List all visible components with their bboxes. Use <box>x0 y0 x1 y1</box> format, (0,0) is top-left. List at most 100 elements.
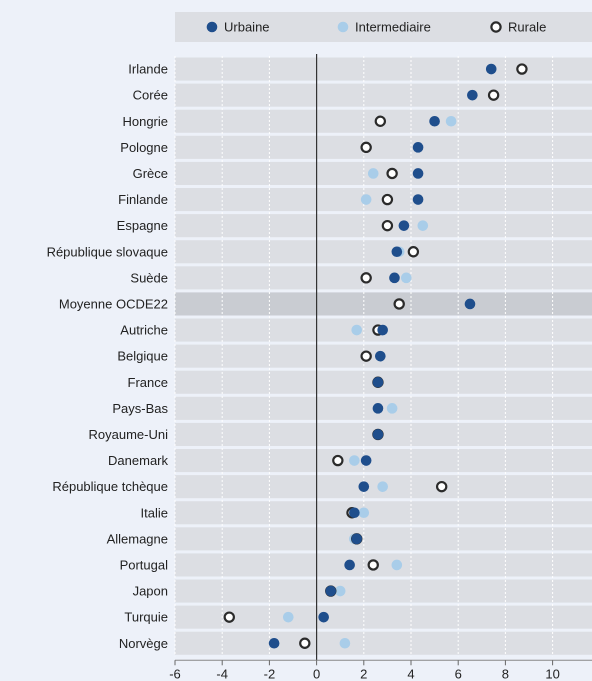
point-intermediaire <box>351 324 363 336</box>
category-labels: Irlande Corée Hongrie Pologne Grèce Finlande E… <box>47 62 169 651</box>
point-rurale <box>360 272 372 284</box>
row-band <box>175 631 592 655</box>
x-tick-label: 0 <box>313 666 320 681</box>
point-intermediaire <box>367 168 379 179</box>
point-urbaine <box>344 559 355 571</box>
category-label: Belgique <box>117 349 168 364</box>
point-rurale <box>374 115 387 127</box>
point-intermediaire <box>417 220 429 231</box>
x-tick-label: 4 <box>407 666 414 681</box>
point-rurale <box>381 219 394 232</box>
row-band <box>175 396 592 420</box>
point-rurale <box>223 611 235 623</box>
row-band <box>175 240 592 264</box>
category-label: Italie <box>141 505 168 520</box>
category-label: Pays-Bas <box>112 401 168 416</box>
point-urbaine <box>325 585 337 597</box>
legend-label-rurale: Rurale <box>508 20 546 35</box>
category-label: Espagne <box>117 218 168 233</box>
point-intermediaire <box>360 194 372 205</box>
row-band <box>175 527 592 551</box>
point-intermediaire <box>339 637 351 649</box>
row-band <box>175 553 592 577</box>
point-urbaine <box>375 350 386 362</box>
category-label: Corée <box>133 88 168 103</box>
category-label: Royaume-Uni <box>89 427 169 442</box>
point-urbaine <box>372 429 384 440</box>
category-label: Hongrie <box>122 114 168 129</box>
row-band <box>175 135 592 159</box>
legend: Urbaine Intermediaire Rurale <box>175 12 592 42</box>
legend-box <box>175 12 592 42</box>
plot-area <box>175 57 592 655</box>
category-label: République tchèque <box>52 479 168 494</box>
point-urbaine <box>349 507 360 519</box>
point-rurale <box>516 63 528 75</box>
legend-label-intermediaire: Intermediaire <box>355 20 431 35</box>
category-label: Japon <box>133 584 168 599</box>
x-tick-label: -4 <box>216 666 228 681</box>
point-urbaine <box>412 168 424 179</box>
point-intermediaire <box>391 559 403 571</box>
point-rurale <box>407 246 420 258</box>
point-rurale <box>435 480 448 493</box>
point-rurale <box>360 350 372 362</box>
point-urbaine <box>412 142 424 153</box>
x-tick-label: -6 <box>169 666 181 681</box>
category-label: Autriche <box>120 323 168 338</box>
legend-label-urbaine: Urbaine <box>224 20 270 35</box>
point-intermediaire <box>400 272 412 284</box>
category-label: Suède <box>130 270 168 285</box>
point-rurale <box>393 298 405 310</box>
point-urbaine <box>268 637 280 649</box>
point-urbaine <box>358 481 370 492</box>
category-label: Danemark <box>108 453 168 468</box>
point-urbaine <box>429 115 440 127</box>
point-urbaine <box>467 89 478 101</box>
legend-marker-intermediaire <box>337 21 349 33</box>
row-band <box>175 579 592 603</box>
x-axis: -6-4-2024681012 <box>169 54 592 681</box>
x-tick-label: 8 <box>502 666 509 681</box>
x-tick-label: 6 <box>455 666 462 681</box>
category-label: Norvège <box>119 636 168 651</box>
category-label: République slovaque <box>47 244 168 259</box>
point-intermediaire <box>358 507 370 519</box>
row-band <box>175 161 592 185</box>
point-urbaine <box>351 533 363 545</box>
point-rurale <box>360 141 372 154</box>
point-rurale <box>487 89 500 101</box>
row-band <box>175 501 592 525</box>
point-urbaine <box>372 403 384 414</box>
point-intermediaire <box>377 481 388 492</box>
point-urbaine <box>485 63 497 75</box>
point-urbaine <box>389 272 400 284</box>
row-band <box>175 292 592 316</box>
category-label: Allemagne <box>107 531 168 546</box>
point-intermediaire <box>386 403 398 414</box>
point-urbaine <box>318 611 329 623</box>
row-band <box>175 449 592 473</box>
category-label: Finlande <box>118 192 168 207</box>
category-label: Turquie <box>124 610 168 625</box>
point-intermediaire <box>282 611 294 623</box>
point-urbaine <box>391 246 403 258</box>
legend-marker-rurale <box>490 21 502 33</box>
x-tick-label: -2 <box>264 666 276 681</box>
point-urbaine <box>398 220 410 231</box>
point-urbaine <box>377 324 388 336</box>
point-rurale <box>299 637 311 649</box>
data-points <box>223 63 528 649</box>
x-tick-label: 2 <box>360 666 367 681</box>
category-label: Grèce <box>133 166 168 181</box>
point-intermediaire <box>349 455 360 466</box>
point-rurale <box>381 193 394 206</box>
point-urbaine <box>464 298 476 310</box>
point-urbaine <box>372 376 384 388</box>
x-tick-label: 10 <box>545 666 559 681</box>
point-intermediaire <box>334 585 346 597</box>
point-rurale <box>386 167 398 180</box>
category-label: France <box>128 375 168 390</box>
point-urbaine <box>360 455 372 466</box>
